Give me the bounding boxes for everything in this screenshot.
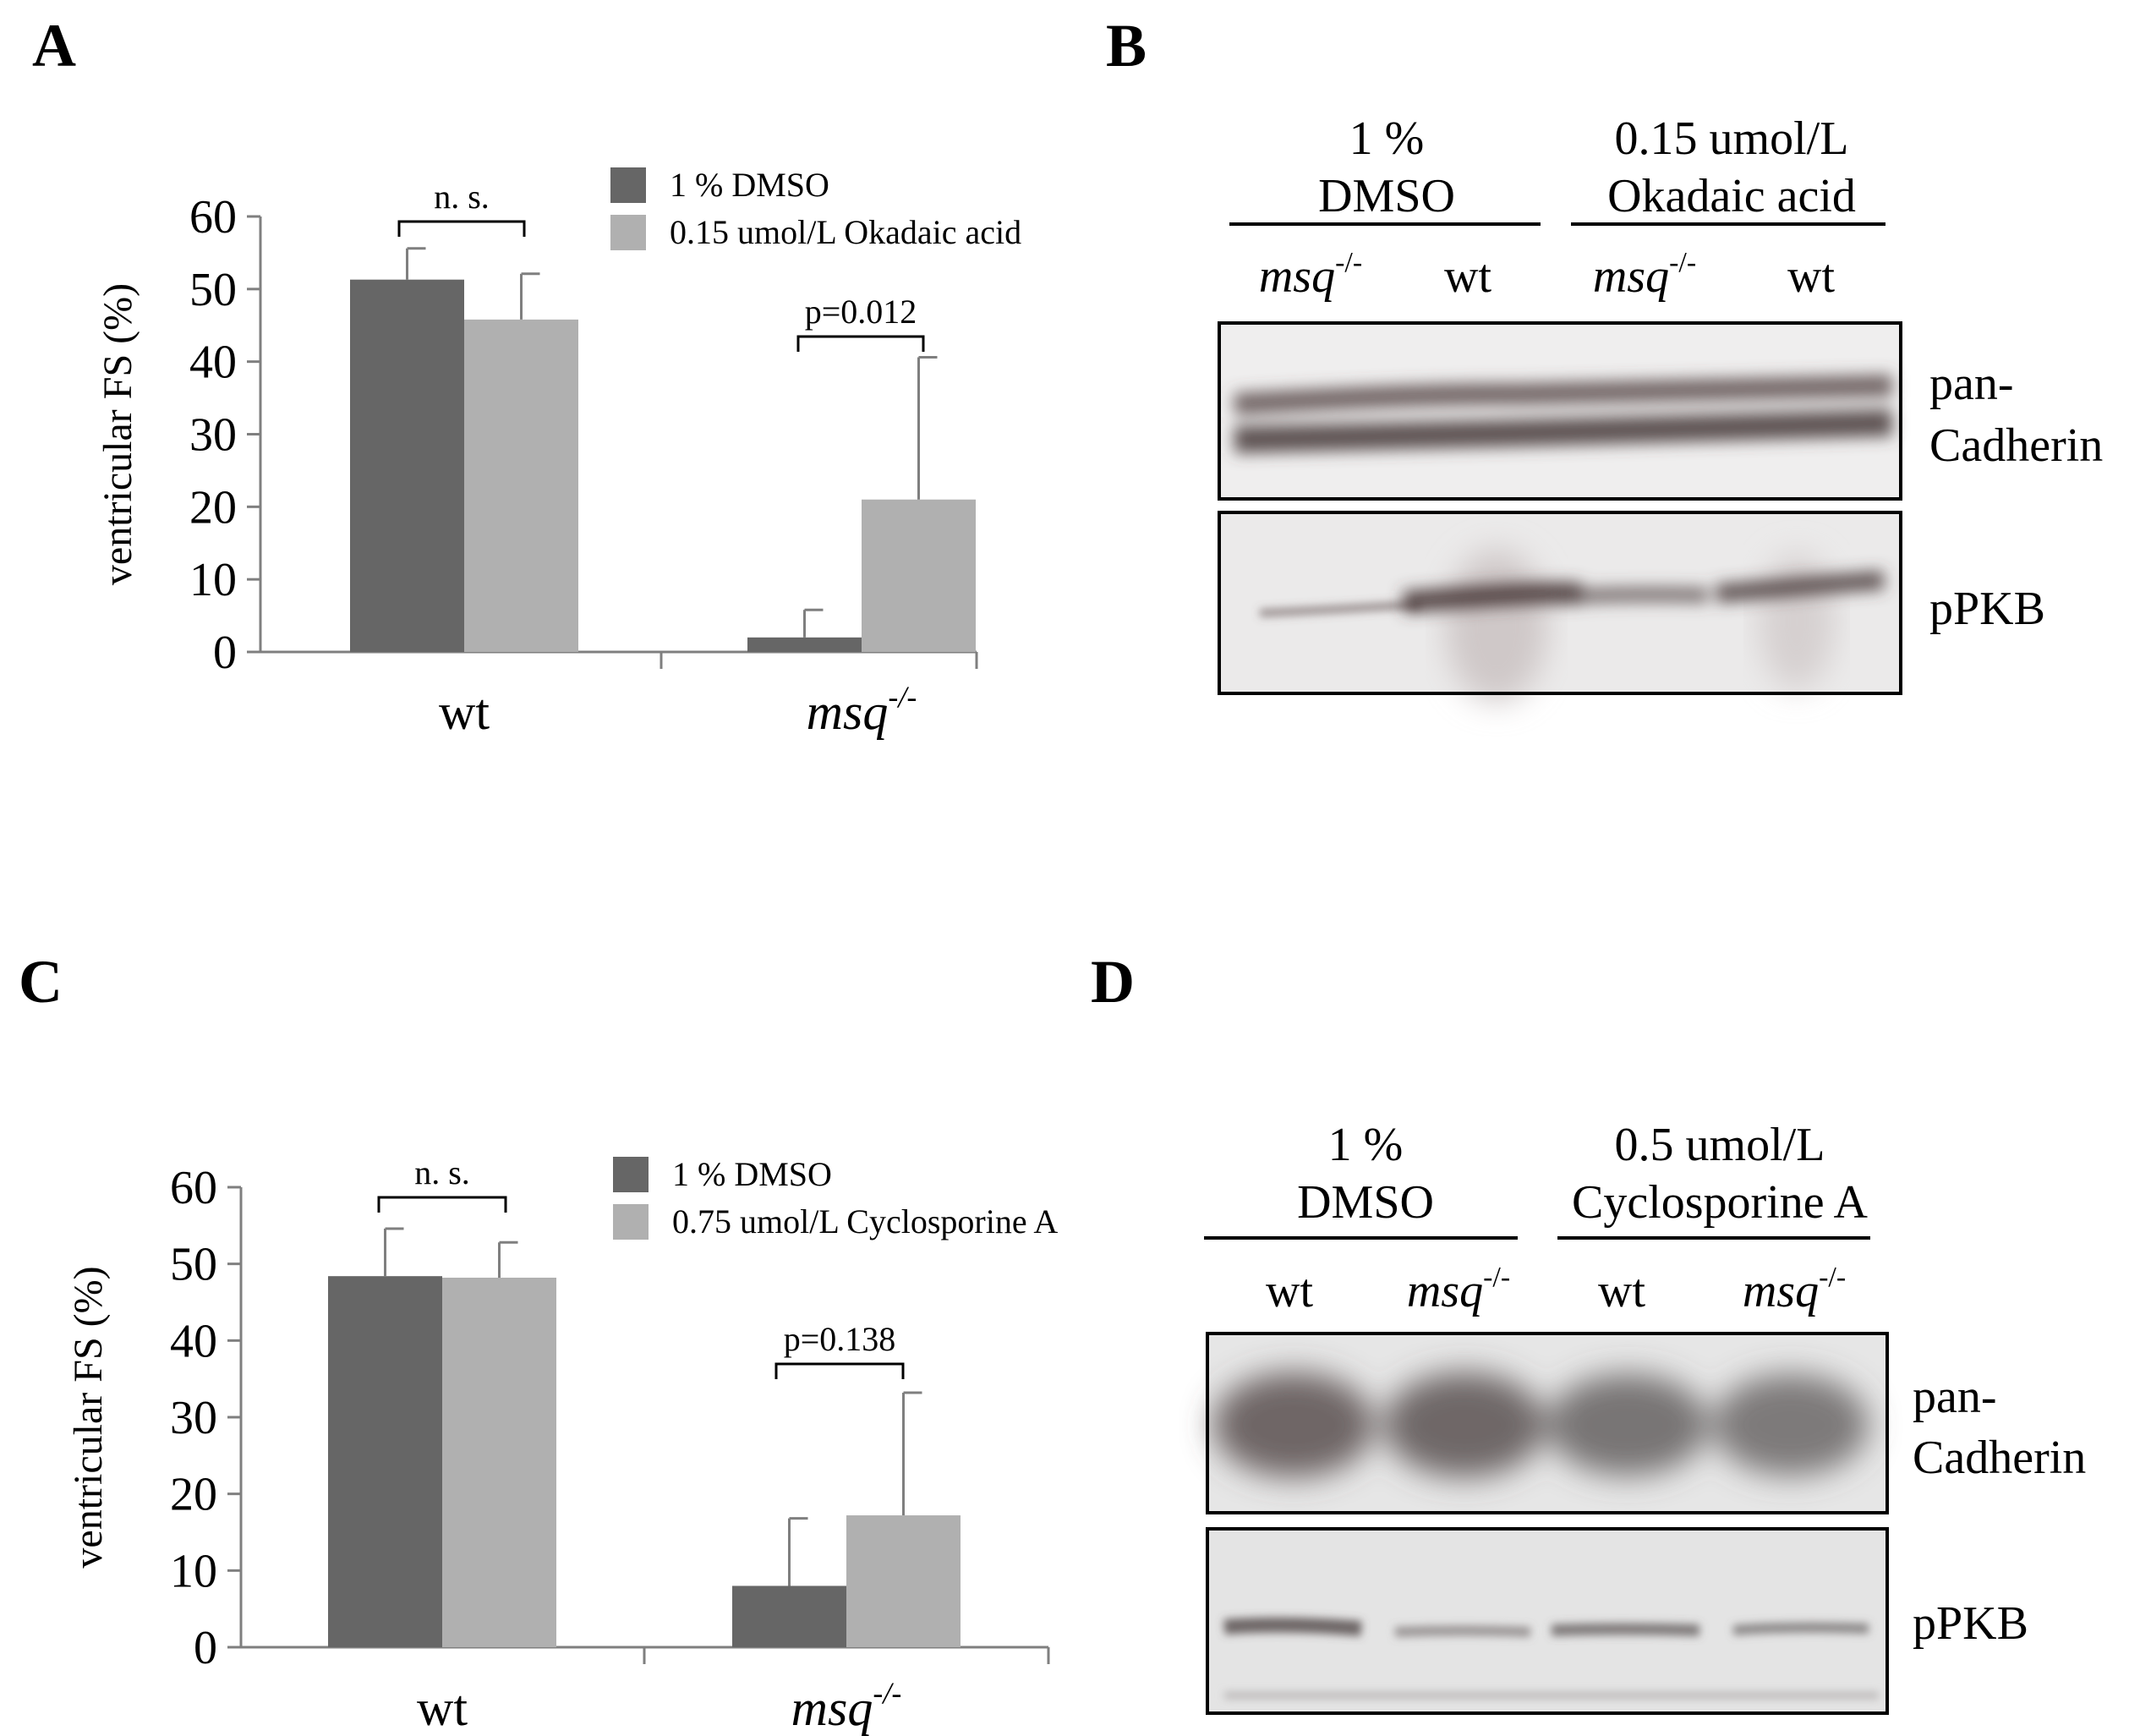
blot-d-group2-line2: Cyclosporine A	[1572, 1176, 1869, 1229]
blot-b-membrane-ppkb	[1218, 511, 1902, 702]
blot-d-row2-line1: pPKB	[1913, 1597, 2028, 1650]
blot-b-group1-line2: DMSO	[1318, 170, 1455, 222]
chart-a-legend-swatch-2	[610, 215, 646, 250]
chart-c-legend-swatch-2	[613, 1204, 649, 1240]
blot-b-row2-line1: pPKB	[1929, 583, 2045, 635]
chart-a-bar-wt-series-2	[464, 319, 578, 652]
chart-a-y-tick-label: 40	[189, 337, 237, 389]
blot-d-lane-3: wt	[1598, 1265, 1645, 1317]
chart-c-y-tick-label: 40	[170, 1315, 217, 1367]
blot-b-row1-line2: Cadherin	[1929, 419, 2103, 472]
blot-b-lane-1: msq-/-	[1259, 247, 1362, 303]
chart-c-bracket-2	[774, 1362, 905, 1379]
chart-c-y-tick-label: 20	[170, 1469, 217, 1521]
chart-c-legend-label-2: 0.75 umol/L Cyclosporine A	[672, 1202, 1058, 1240]
blot-d-membrane-cadherin	[1206, 1332, 1889, 1514]
blot-d-row1-line1: pan-	[1913, 1371, 1997, 1423]
chart-c-bar-msq-series-2	[846, 1515, 961, 1647]
blot-b-group1-line1: 1 %	[1349, 112, 1425, 165]
blot-b-row1-line1: pan-	[1929, 358, 2014, 410]
chart-a-legend-label-1: 1 % DMSO	[670, 166, 829, 204]
chart-c-category-label-2: msq-/-	[791, 1676, 902, 1736]
chart-c-legend-swatch-1	[613, 1157, 649, 1192]
panel-letter-a: A	[32, 12, 76, 79]
blot-b-lane-3: msq-/-	[1593, 247, 1696, 303]
blot-d-group1-line2: DMSO	[1297, 1176, 1434, 1229]
chart-a-legend-swatch-1	[610, 167, 646, 203]
chart-a: 0 10 20 30 40 50 60 ventricular FS (%) wt msq-/- n…	[96, 166, 1021, 740]
chart-a-category-label-2: msq-/-	[807, 680, 917, 740]
blot-b-lane-4: wt	[1787, 250, 1835, 303]
blot-d-group2-line1: 0.5 umol/L	[1615, 1119, 1825, 1171]
blot-b: 1 % DMSO 0.15 umol/L Okadaic acid msq-/-…	[1218, 112, 2103, 702]
chart-a-annotation-1: n. s.	[434, 178, 490, 216]
chart-c-annotation-2: p=0.138	[784, 1320, 896, 1358]
chart-a-bar-wt-series-1	[350, 279, 464, 652]
blot-d-lane-4: msq-/-	[1743, 1262, 1846, 1317]
panel-letter-c: C	[19, 948, 63, 1016]
blot-d: 1 % DMSO 0.5 umol/L Cyclosporine A wt ms…	[1204, 1119, 2086, 1715]
blot-b-lane-2: wt	[1444, 250, 1491, 303]
chart-c-y-tick-label: 0	[194, 1622, 217, 1674]
chart-c-bar-wt-series-1	[328, 1276, 442, 1647]
chart-a-y-axis-title: ventricular FS (%)	[96, 283, 140, 585]
chart-c-bar-wt-series-2	[442, 1277, 556, 1647]
chart-a-category-label-1: wt	[439, 684, 490, 740]
chart-c-y-tick-label: 60	[170, 1162, 217, 1214]
blot-d-group1-line1: 1 %	[1328, 1119, 1404, 1171]
chart-c-annotation-1: n. s.	[414, 1153, 470, 1191]
chart-a-y-tick-label: 30	[189, 409, 237, 462]
chart-c-y-tick-label: 50	[170, 1239, 217, 1291]
chart-a-bar-msq-series-2	[862, 499, 976, 652]
chart-a-y-tick-label: 60	[189, 191, 237, 244]
chart-a-legend-label-2: 0.15 umol/L Okadaic acid	[670, 213, 1021, 251]
chart-c-legend-label-1: 1 % DMSO	[672, 1155, 832, 1193]
chart-a-y-tick-label: 50	[189, 264, 237, 316]
panel-letter-d: D	[1091, 948, 1135, 1016]
blot-b-group2-line2: Okadaic acid	[1607, 170, 1856, 222]
chart-a-bar-msq-series-1	[747, 637, 862, 652]
blot-b-membrane-cadherin	[1218, 321, 1902, 501]
panel-letter-b: B	[1106, 12, 1147, 79]
chart-a-bracket-1	[397, 220, 526, 237]
chart-a-bracket-2	[796, 335, 925, 352]
chart-c-category-label-1: wt	[417, 1680, 468, 1736]
chart-c-bracket-1	[377, 1196, 507, 1213]
chart-c-y-axis-title: ventricular FS (%)	[66, 1266, 111, 1568]
chart-a-y-tick-label: 10	[189, 554, 237, 606]
blot-d-membrane-ppkb	[1206, 1527, 1889, 1715]
chart-a-annotation-2: p=0.012	[805, 293, 917, 331]
blot-d-row1-line2: Cadherin	[1913, 1432, 2086, 1484]
chart-a-y-tick-label: 0	[213, 627, 237, 679]
blot-d-lane-1: wt	[1266, 1265, 1313, 1317]
chart-a-y-tick-label: 20	[189, 481, 237, 534]
chart-c: 0 10 20 30 40 50 60 ventricular FS (%) wt msq-/- n…	[66, 1153, 1058, 1736]
chart-c-bar-msq-series-1	[732, 1585, 846, 1647]
blot-b-group2-line1: 0.15 umol/L	[1615, 112, 1849, 165]
chart-c-y-tick-label: 10	[170, 1545, 217, 1597]
blot-d-lane-2: msq-/-	[1407, 1262, 1510, 1317]
chart-c-y-tick-label: 30	[170, 1392, 217, 1444]
